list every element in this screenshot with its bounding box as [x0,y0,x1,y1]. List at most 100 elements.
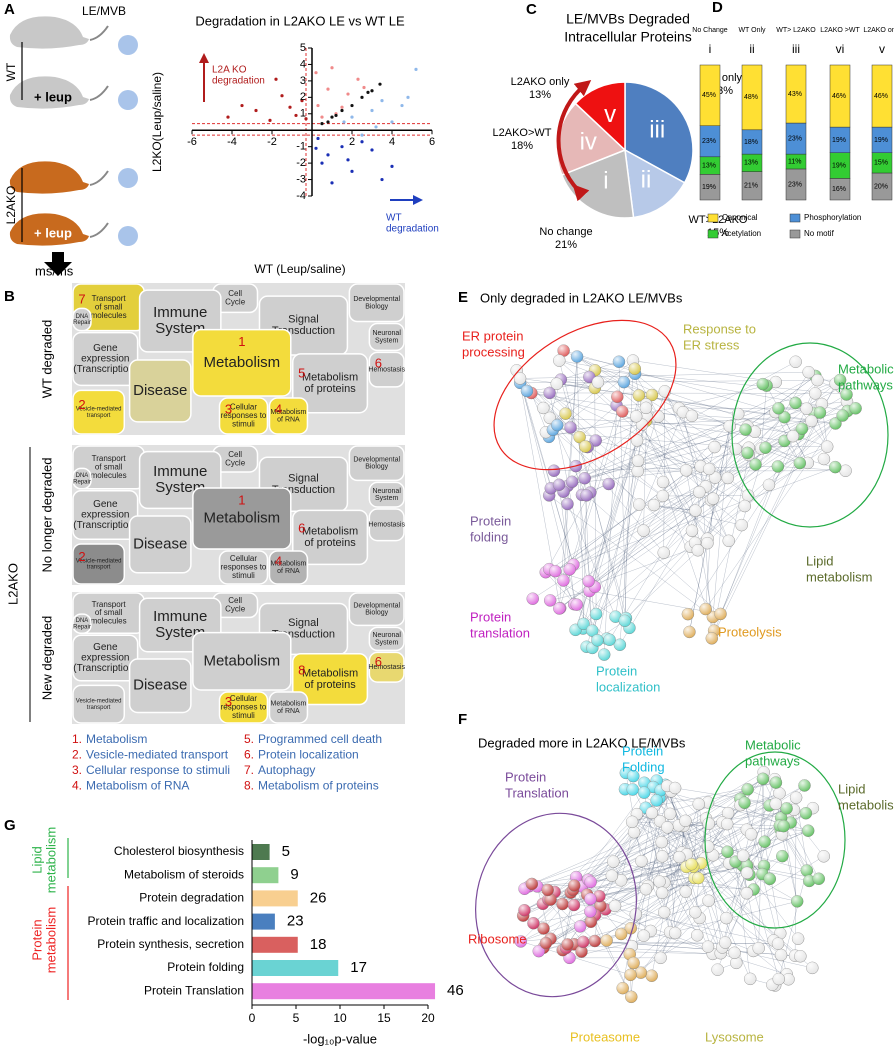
bar-category: WT> L2AKO [776,27,816,34]
legend-text: Vesicle-mediated transport [86,748,229,762]
bar-value: 13% [744,160,758,167]
point [314,146,318,150]
network-label: metabolism [806,569,872,584]
node-shine [603,633,616,646]
edge [586,391,666,647]
node-shine [722,534,735,547]
edge [570,792,645,893]
node-shine [628,826,641,839]
point [350,115,354,119]
node-shine [839,464,852,477]
node-shine [544,594,557,607]
node-shine [829,461,842,474]
edge [595,440,701,467]
y-tick-label: 2 [300,91,306,103]
node-shine [553,602,566,615]
cluster-outline [493,319,677,471]
edge [682,412,700,493]
legend-swatch [707,229,719,239]
cell-number: 5 [298,366,305,381]
node-shine [790,791,803,804]
node-shine [600,934,613,947]
point [340,105,344,109]
node-shine [543,386,556,399]
cell-label: Repair [73,624,91,630]
cell-label: expression [81,354,129,365]
cell-label: expression [81,653,129,664]
point [350,169,354,173]
node-shine [566,475,579,488]
edge [636,814,698,936]
node-shine [714,607,727,620]
node-shine [655,836,668,849]
node-shine [780,802,793,815]
annotation: degradation [212,76,265,87]
network-label: translation [470,625,530,640]
node-shine [685,858,698,871]
edge [589,590,721,615]
bar-value: 23% [788,181,802,188]
bar-category: Metabolism of steroids [124,867,244,881]
node-shine [586,624,599,637]
edge [634,373,680,409]
node-shine [679,885,692,898]
edge [562,949,713,955]
network-title: Degraded more in L2AKO LE/MVBs [478,735,686,750]
node-shine [772,937,785,950]
node-shine [735,519,748,532]
edge [708,900,782,956]
node-shine [744,972,757,985]
point [390,164,394,168]
x-tick-label: 15 [377,1011,391,1025]
bar-numeral: ii [749,42,754,56]
cell-label: Repair [73,320,91,326]
node-shine [631,465,644,478]
edge [645,782,776,809]
bar-category: No Change [692,27,728,34]
x-axis-label: -log₁₀p-value [303,1031,377,1046]
node-shine [652,410,665,423]
node-shine [616,982,629,995]
legend-text: Metabolism [86,732,147,746]
node-shine [591,634,604,647]
x-tick-label: 5 [293,1011,300,1025]
node-shine [557,574,570,587]
edge [590,787,676,900]
cell-label: Repair [73,479,91,485]
node-shine [775,948,788,961]
node-shine [803,874,816,887]
node-shine [544,893,557,906]
cell-label: Vesicle-mediated [76,407,122,413]
node-shine [745,828,758,841]
node-shine [658,385,671,398]
cell-label: Hemostasis [368,522,405,529]
cell-label: transport [87,413,111,419]
bar-category: Protein Translation [144,983,244,997]
treemap-cell [348,445,405,482]
edge [520,864,743,942]
node-shine [789,355,802,368]
node-shine [763,872,776,885]
node-shine [550,377,563,390]
node-shine [739,423,752,436]
node-shine [762,478,775,491]
bar-value: 23% [702,138,716,145]
treemap-cell [72,389,126,435]
cell-label: Immune [153,608,207,625]
cell-label: System [375,337,399,344]
edge [594,440,638,587]
cell-label: Metabolism [203,509,280,526]
edge [743,830,809,860]
node-shine [702,817,715,830]
node-shine [789,396,802,409]
bar-count: 26 [310,889,327,906]
treemap-cell [72,490,139,540]
network-label: Lipid [806,553,833,568]
node-shine [689,906,702,919]
treemap-cell [72,331,139,387]
node-shine [607,855,620,868]
y-tick-label: -1 [296,141,306,153]
cell-label: Disease [133,382,187,399]
cell-label: Developmental [353,296,400,303]
edge [669,900,709,933]
